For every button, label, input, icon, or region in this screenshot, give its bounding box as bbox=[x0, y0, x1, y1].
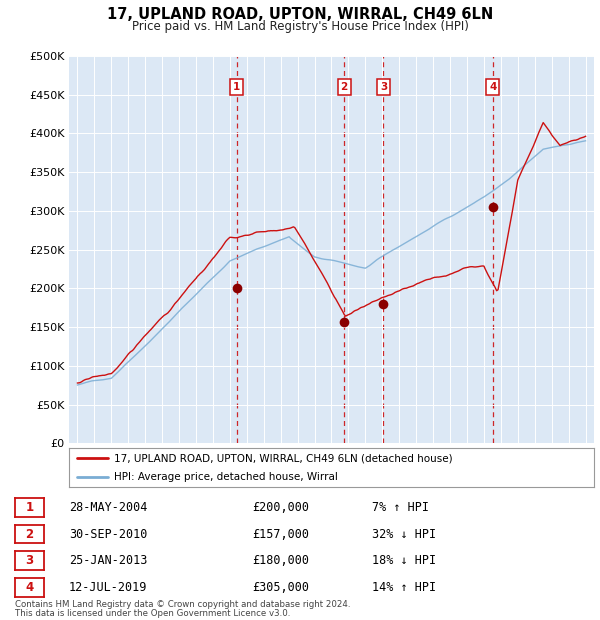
Text: Price paid vs. HM Land Registry's House Price Index (HPI): Price paid vs. HM Land Registry's House … bbox=[131, 20, 469, 33]
Text: 1: 1 bbox=[25, 501, 34, 514]
Text: 4: 4 bbox=[489, 82, 497, 92]
Text: 25-JAN-2013: 25-JAN-2013 bbox=[69, 554, 148, 567]
Text: £305,000: £305,000 bbox=[252, 581, 309, 594]
Text: £200,000: £200,000 bbox=[252, 501, 309, 514]
Text: 4: 4 bbox=[25, 581, 34, 594]
Text: 28-MAY-2004: 28-MAY-2004 bbox=[69, 501, 148, 514]
Text: 7% ↑ HPI: 7% ↑ HPI bbox=[372, 501, 429, 514]
Text: £157,000: £157,000 bbox=[252, 528, 309, 541]
Text: 18% ↓ HPI: 18% ↓ HPI bbox=[372, 554, 436, 567]
Text: 32% ↓ HPI: 32% ↓ HPI bbox=[372, 528, 436, 541]
Text: Contains HM Land Registry data © Crown copyright and database right 2024.: Contains HM Land Registry data © Crown c… bbox=[15, 600, 350, 609]
Text: 3: 3 bbox=[25, 554, 34, 567]
Text: 14% ↑ HPI: 14% ↑ HPI bbox=[372, 581, 436, 594]
Text: 17, UPLAND ROAD, UPTON, WIRRAL, CH49 6LN: 17, UPLAND ROAD, UPTON, WIRRAL, CH49 6LN bbox=[107, 7, 493, 22]
Text: 2: 2 bbox=[341, 82, 348, 92]
Text: 17, UPLAND ROAD, UPTON, WIRRAL, CH49 6LN (detached house): 17, UPLAND ROAD, UPTON, WIRRAL, CH49 6LN… bbox=[113, 453, 452, 463]
Text: 1: 1 bbox=[233, 82, 241, 92]
Text: £180,000: £180,000 bbox=[252, 554, 309, 567]
Text: HPI: Average price, detached house, Wirral: HPI: Average price, detached house, Wirr… bbox=[113, 472, 337, 482]
Text: 30-SEP-2010: 30-SEP-2010 bbox=[69, 528, 148, 541]
Text: 3: 3 bbox=[380, 82, 387, 92]
Text: 2: 2 bbox=[25, 528, 34, 541]
Text: This data is licensed under the Open Government Licence v3.0.: This data is licensed under the Open Gov… bbox=[15, 609, 290, 618]
Text: 12-JUL-2019: 12-JUL-2019 bbox=[69, 581, 148, 594]
